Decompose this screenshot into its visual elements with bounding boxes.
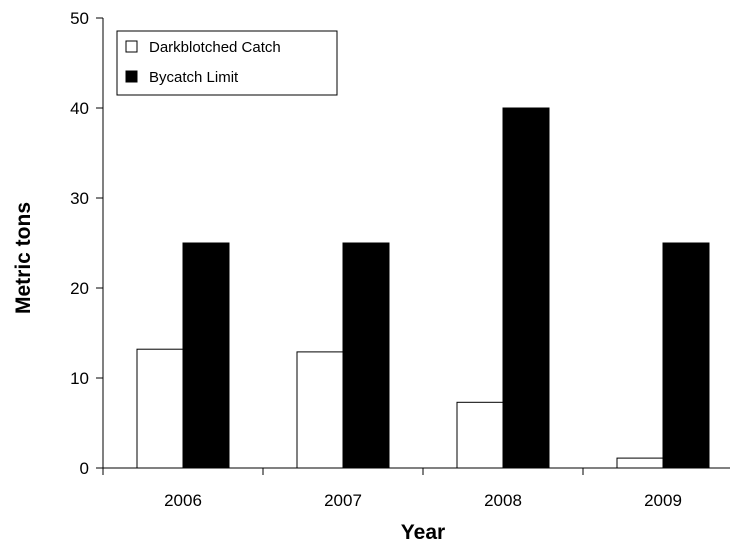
y-ticks: 0 10 20 30 40 50 <box>70 9 103 478</box>
legend-swatch-bycatch-limit <box>125 70 138 83</box>
y-axis-title: Metric tons <box>12 202 35 314</box>
bar-bycatch-limit-2006 <box>182 242 230 469</box>
x-tick-label: 2009 <box>644 491 682 510</box>
y-tick-label: 40 <box>70 99 89 118</box>
y-tick-label: 0 <box>80 459 89 478</box>
legend-swatch-darkblotched-catch <box>125 40 138 53</box>
x-axis-title: Year <box>401 521 445 542</box>
x-ticks: 2006 2007 2008 2009 <box>102 468 682 510</box>
y-tick-label: 30 <box>70 189 89 208</box>
bar-bycatch-limit-2007 <box>342 242 390 469</box>
bar-bycatch-limit-2008 <box>502 107 550 469</box>
x-tick-label: 2008 <box>484 491 522 510</box>
y-tick-label: 10 <box>70 369 89 388</box>
bar-darkblotched-catch-2009 <box>616 457 664 469</box>
legend-box <box>116 30 338 96</box>
legend-label-bycatch-limit: Bycatch Limit <box>149 69 239 86</box>
legend: Darkblotched Catch Bycatch Limit <box>116 30 338 96</box>
bar-bycatch-limit-2009 <box>662 242 710 469</box>
y-tick-label: 20 <box>70 279 89 298</box>
x-tick-label: 2006 <box>164 491 202 510</box>
x-tick-label: 2007 <box>324 491 362 510</box>
bar-darkblotched-catch-2007 <box>296 351 344 469</box>
bars <box>136 107 710 469</box>
legend-label-darkblotched-catch: Darkblotched Catch <box>149 39 281 56</box>
bar-darkblotched-catch-2006 <box>136 348 184 469</box>
bar-darkblotched-catch-2008 <box>456 401 504 469</box>
y-tick-label: 50 <box>70 9 89 28</box>
